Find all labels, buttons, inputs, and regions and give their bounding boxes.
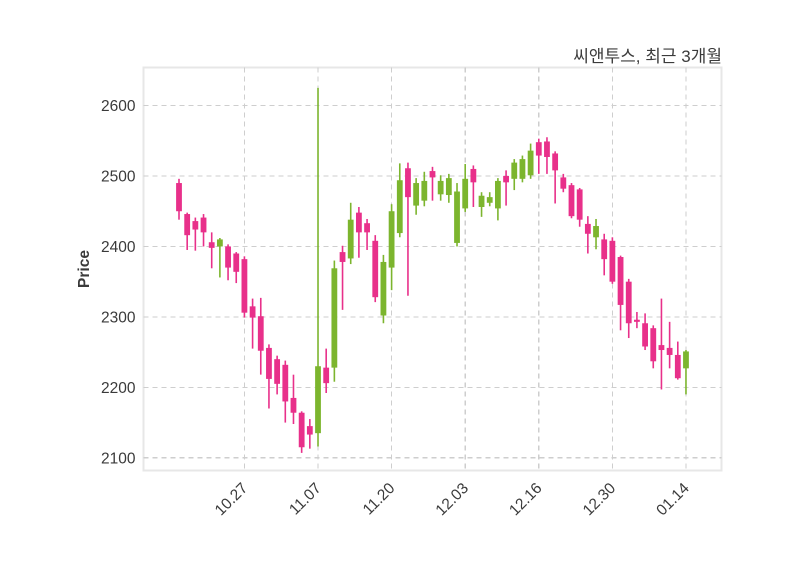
candle-body — [429, 171, 436, 178]
y-tick-label: 2400 — [101, 239, 136, 256]
y-tick-label: 2100 — [101, 450, 136, 467]
candle-body — [617, 257, 624, 305]
candle-body — [486, 197, 493, 203]
candle-body — [683, 351, 689, 369]
x-tick-label: 01.14 — [653, 480, 693, 520]
candle-body — [266, 347, 272, 379]
candle-body — [323, 367, 330, 384]
candle-body — [666, 347, 673, 355]
candle-body — [584, 223, 591, 234]
candle-body — [257, 316, 264, 351]
candle-body — [364, 223, 370, 233]
x-tick-label: 10.27 — [212, 480, 251, 519]
candle-body — [674, 354, 681, 379]
candle-body — [405, 168, 411, 198]
candle-body — [355, 212, 362, 233]
candle-body — [634, 319, 640, 322]
x-tick-label: 11.20 — [360, 480, 399, 519]
y-axis-label: Price — [76, 250, 93, 288]
candle-body — [511, 162, 518, 179]
candle-body — [331, 268, 338, 368]
y-tick-label: 2500 — [101, 169, 136, 186]
candle-body — [576, 189, 583, 220]
candle-body — [470, 168, 477, 183]
candle-body — [650, 328, 657, 362]
candle-body — [380, 261, 387, 316]
candle-body — [478, 195, 485, 207]
candle-body — [184, 214, 191, 236]
candle-body — [176, 183, 182, 212]
x-tick-label: 12.03 — [433, 480, 472, 519]
x-tick-label: 12.30 — [580, 480, 620, 520]
candle-body — [372, 240, 379, 298]
candle-body — [315, 366, 321, 434]
candle-body — [445, 178, 452, 196]
plot-area — [142, 66, 723, 472]
candle-body — [437, 180, 444, 195]
candle-body — [519, 159, 526, 179]
candle-body — [282, 364, 289, 402]
candle-body — [495, 180, 501, 209]
candle-body — [249, 306, 256, 318]
candle-body — [625, 281, 632, 324]
y-tick-label: 2600 — [101, 98, 136, 115]
candle-body — [274, 359, 281, 384]
candle-body — [413, 183, 420, 206]
candle-body — [642, 323, 648, 347]
candle-body — [454, 191, 460, 243]
candle-body — [241, 259, 248, 313]
chart-title: 씨앤투스, 최근 3개월 — [573, 47, 722, 66]
candle-body — [339, 252, 346, 262]
candle-body — [535, 142, 542, 156]
candle-body — [568, 185, 575, 217]
candle-body — [462, 178, 469, 209]
candle-body — [233, 253, 240, 272]
candle-body — [192, 221, 199, 230]
candle-body — [298, 412, 305, 448]
candle-body — [503, 176, 509, 183]
candle-body — [593, 226, 599, 238]
candle-body — [601, 239, 608, 260]
candle-body — [544, 141, 550, 157]
y-tick-label: 2200 — [101, 380, 136, 397]
candle-body — [658, 345, 665, 351]
candle-body — [200, 217, 207, 233]
candle-body — [396, 180, 403, 234]
candle-body — [388, 211, 395, 268]
candle-body — [225, 246, 231, 268]
candle-body — [421, 180, 428, 201]
candle-body — [306, 426, 313, 435]
candle-body — [552, 153, 559, 171]
candle-body — [290, 397, 297, 413]
candle-body — [347, 219, 354, 259]
x-tick-label: 11.07 — [286, 480, 325, 519]
candle-body — [208, 242, 215, 248]
candle-body — [527, 150, 534, 176]
candle-body — [216, 239, 223, 247]
x-tick-label: 12.16 — [506, 480, 545, 519]
candle-body — [609, 240, 616, 282]
candle-body — [560, 177, 567, 189]
y-tick-label: 2300 — [101, 309, 136, 326]
